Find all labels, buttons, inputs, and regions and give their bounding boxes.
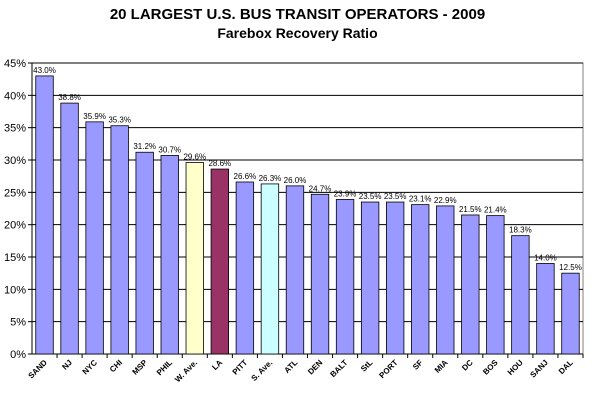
y-tick-label: 5% bbox=[10, 317, 26, 329]
x-tick-label: SAND bbox=[27, 358, 50, 381]
chart-title: 20 LARGEST U.S. BUS TRANSIT OPERATORS - … bbox=[109, 6, 486, 23]
bar-s-ave- bbox=[260, 183, 280, 355]
value-label: 29.6% bbox=[183, 153, 206, 162]
value-label: 35.9% bbox=[83, 112, 106, 121]
bar-stl bbox=[360, 201, 380, 355]
bar-sf bbox=[411, 204, 430, 355]
bar-dc bbox=[461, 214, 480, 355]
x-tick-label: SF bbox=[411, 358, 425, 372]
value-label: 26.6% bbox=[234, 172, 257, 181]
y-tick-label: 20% bbox=[4, 220, 26, 232]
value-label: 14.0% bbox=[534, 253, 557, 262]
x-tick-label: ATL bbox=[282, 358, 299, 375]
bar-msp bbox=[135, 151, 154, 355]
value-label: 12.5% bbox=[559, 263, 582, 272]
y-tick-label: 30% bbox=[4, 155, 26, 167]
y-tick-label: 0% bbox=[10, 349, 26, 361]
x-tick-label: PHIL bbox=[155, 358, 174, 377]
y-tick-label: 40% bbox=[4, 90, 26, 102]
x-tick-label: PITT bbox=[231, 358, 250, 377]
x-tick-label: DEN bbox=[306, 358, 324, 376]
bar-balt bbox=[335, 199, 355, 355]
value-label: 35.3% bbox=[108, 116, 131, 125]
x-tick-label: DC bbox=[460, 358, 475, 373]
bar-sanj bbox=[536, 263, 555, 355]
bar-chi bbox=[110, 125, 129, 355]
x-tick-label: DAL bbox=[557, 358, 575, 376]
x-tick-label: PORT bbox=[377, 358, 399, 380]
value-label: 23.5% bbox=[384, 192, 407, 201]
bar-port bbox=[385, 201, 405, 355]
bar-w-ave- bbox=[185, 162, 204, 355]
value-label: 23.5% bbox=[359, 192, 382, 201]
x-tick-label: SANJ bbox=[528, 358, 549, 379]
value-label: 22.9% bbox=[434, 196, 457, 205]
x-tick-label: CHI bbox=[108, 358, 124, 374]
value-label: 23.9% bbox=[334, 189, 357, 198]
bar-pitt bbox=[235, 181, 255, 355]
bar-dal bbox=[561, 272, 580, 355]
bar-nj bbox=[60, 102, 79, 355]
x-tick-label: MIA bbox=[433, 358, 450, 375]
value-label: 43.0% bbox=[33, 66, 56, 75]
value-label: 23.1% bbox=[409, 195, 432, 204]
chart-subtitle: Farebox Recovery Ratio bbox=[217, 25, 378, 41]
value-label: 21.4% bbox=[484, 206, 507, 215]
x-tick-label: StL bbox=[359, 358, 375, 374]
x-tick-label: LA bbox=[210, 358, 224, 372]
value-label: 26.0% bbox=[284, 176, 307, 185]
x-tick-label: W. Ave. bbox=[173, 358, 199, 384]
value-label: 28.6% bbox=[208, 159, 231, 168]
bar-den bbox=[310, 193, 330, 355]
bar-hou bbox=[511, 235, 530, 355]
bar-sand bbox=[35, 75, 54, 355]
value-label: 31.2% bbox=[133, 142, 156, 151]
value-label: 18.3% bbox=[509, 226, 532, 235]
y-tick-label: 35% bbox=[4, 123, 26, 135]
y-tick-label: 15% bbox=[4, 252, 26, 264]
y-tick-label: 45% bbox=[4, 58, 26, 70]
bar-atl bbox=[285, 185, 305, 355]
x-tick-label: MSP bbox=[130, 358, 149, 377]
bar-phil bbox=[160, 155, 179, 355]
value-label: 38.8% bbox=[58, 93, 81, 102]
x-tick-label: NJ bbox=[60, 358, 74, 372]
value-label: 21.5% bbox=[459, 205, 482, 214]
x-tick-label: HOU bbox=[506, 358, 525, 377]
y-tick-label: 25% bbox=[4, 187, 26, 199]
value-label: 30.7% bbox=[158, 145, 181, 154]
bar-la bbox=[210, 168, 230, 355]
value-label: 24.7% bbox=[309, 184, 332, 193]
x-tick-label: BOS bbox=[481, 358, 500, 377]
bar-bos bbox=[486, 215, 505, 355]
y-tick-label: 10% bbox=[4, 284, 26, 296]
x-tick-label: NYC bbox=[81, 358, 99, 376]
x-tick-label: BALT bbox=[328, 358, 349, 379]
bar-mia bbox=[436, 205, 455, 355]
x-tick-label: S. Ave. bbox=[250, 358, 275, 383]
value-label: 26.3% bbox=[259, 174, 282, 183]
bar-nyc bbox=[85, 121, 104, 355]
